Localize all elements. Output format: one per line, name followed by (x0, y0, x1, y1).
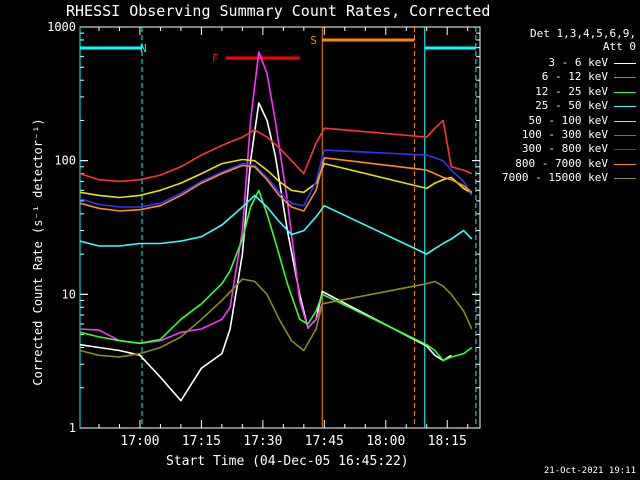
y-tick-label: 1000 (47, 20, 76, 34)
legend-label: 300 - 800 keV (521, 142, 608, 156)
x-tick-label: 17:30 (243, 434, 282, 449)
legend-entry: 50 - 100 keV (478, 114, 640, 128)
series-line (79, 189, 473, 362)
x-tick-label: 18:00 (366, 434, 405, 449)
night-label: N (140, 42, 147, 55)
legend-label: 7000 - 15000 keV (502, 171, 608, 185)
x-axis-label: Start Time (04-Dec-05 16:45:22) (166, 454, 409, 469)
legend-swatch (614, 63, 636, 64)
legend-entry: 25 - 50 keV (478, 99, 640, 113)
x-tick-label: 17:00 (120, 434, 159, 449)
legend-entry: 100 - 300 keV (478, 128, 640, 142)
detectors-text: Det 1,3,4,5,6,9, (530, 27, 636, 40)
chart-title: RHESSI Observing Summary Count Rates, Co… (66, 2, 491, 20)
x-tick-label: 17:15 (182, 434, 221, 449)
series-line (79, 149, 473, 208)
legend: 3 - 6 keV 6 - 12 keV 12 - 25 keV 25 - 50 ke… (478, 56, 640, 186)
legend-label: 6 - 12 keV (541, 70, 608, 84)
legend-swatch (614, 120, 636, 122)
series-line (79, 119, 473, 183)
legend-label: 3 - 6 keV (548, 56, 608, 69)
legend-label: 800 - 7000 keV (515, 156, 608, 170)
x-tick-label: 17:45 (305, 434, 344, 449)
y-tick-label: 1 (69, 421, 76, 435)
legend-label: 25 - 50 keV (535, 99, 608, 113)
series-line (79, 157, 473, 212)
legend-entry: 3 - 6 keV (478, 56, 640, 70)
y-tick-label: 10 (62, 287, 76, 301)
legend-swatch (614, 77, 636, 79)
footer-timestamp: 21-Oct-2021 19:11 (543, 466, 636, 476)
legend-entry: 300 - 800 keV (478, 142, 640, 156)
x-tick-label: 18:15 (428, 434, 467, 449)
legend-label: 100 - 300 keV (521, 127, 608, 141)
detector-label: Det 1,3,4,5,6,9, Att 0 (530, 27, 636, 53)
attenuator-text: Att 0 (602, 40, 636, 53)
legend-swatch (614, 163, 636, 165)
saa-label: S (310, 34, 317, 47)
legend-swatch (614, 178, 636, 180)
series-line (79, 102, 452, 402)
legend-swatch (614, 149, 636, 151)
series-line (79, 278, 473, 358)
y-tick-label: 100 (54, 154, 76, 168)
legend-entry: 6 - 12 keV (478, 70, 640, 84)
legend-label: 12 - 25 keV (535, 84, 608, 98)
legend-entry: 800 - 7000 keV (478, 157, 640, 171)
plot-frame (79, 26, 481, 429)
series-line (79, 158, 473, 199)
legend-entry: 7000 - 15000 keV (478, 171, 640, 185)
legend-entry: 12 - 25 keV (478, 85, 640, 99)
flare-label: F (212, 52, 219, 65)
series-line (79, 194, 473, 255)
legend-swatch (614, 106, 636, 108)
legend-swatch (614, 91, 636, 93)
legend-swatch (614, 134, 636, 136)
legend-label: 50 - 100 keV (528, 113, 608, 127)
